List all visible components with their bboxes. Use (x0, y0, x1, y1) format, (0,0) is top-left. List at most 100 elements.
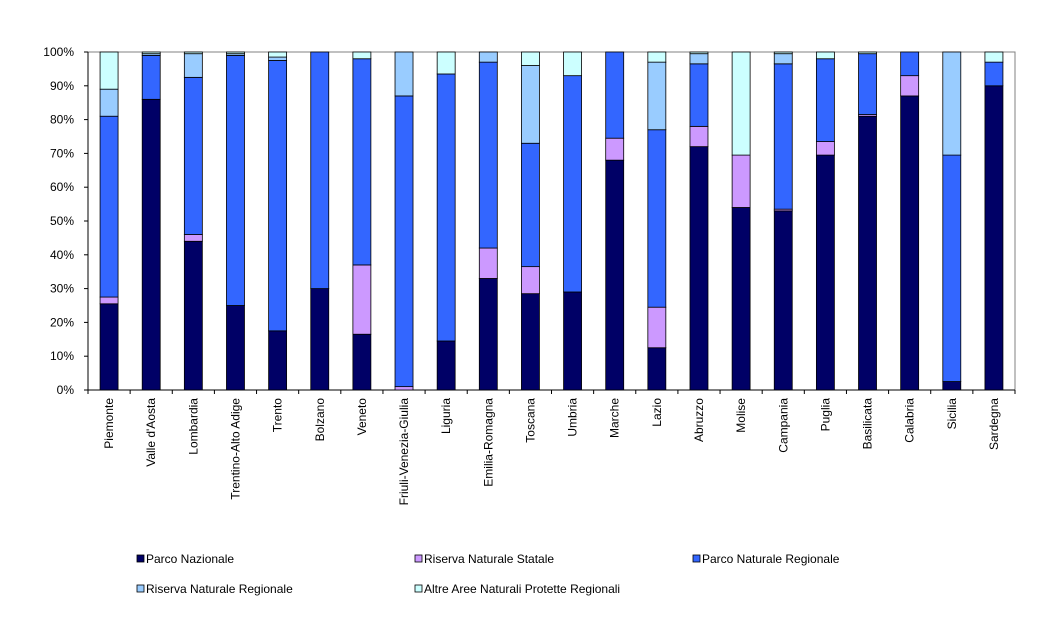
bar-segment-3 (563, 75, 582, 293)
bar-segment-3 (183, 76, 203, 235)
bar-segment-3 (226, 54, 245, 306)
y-tick-label: 90% (50, 79, 74, 93)
legend-swatch (414, 584, 423, 593)
x-tick-label: Friuli-Venezia-Giulia (397, 398, 411, 506)
y-tick-label: 50% (50, 214, 74, 228)
bar-segment-1 (942, 381, 962, 391)
bar-segment-3 (815, 58, 835, 142)
y-tick-label: 100% (43, 45, 74, 59)
bar-segment-4 (394, 51, 414, 97)
y-tick-label: 80% (50, 113, 74, 127)
x-tick-label: Sardegna (987, 398, 1001, 450)
x-tick-label: Abruzzo (692, 398, 706, 442)
y-tick-label: 10% (50, 349, 74, 363)
x-tick-label: Veneto (355, 398, 369, 436)
bar-segment-1 (563, 291, 582, 391)
bar-segment-3 (521, 142, 540, 268)
bar-segment-5 (647, 51, 667, 63)
x-tick-label: Basilicata (861, 398, 875, 450)
bar-segment-2 (394, 386, 414, 391)
bar-segment-5 (226, 51, 245, 55)
y-tick-label: 30% (50, 282, 74, 296)
x-tick-label: Toscana (523, 398, 537, 443)
bar-segment-3 (436, 73, 456, 342)
bar-segment-3 (310, 51, 330, 290)
bar-segment-1 (858, 115, 877, 391)
bar-segment-2 (99, 296, 119, 305)
legend-swatch (414, 554, 423, 563)
bar-segment-3 (141, 54, 161, 100)
bar-segment-3 (647, 129, 667, 308)
bar-segment-1 (773, 210, 793, 391)
x-tick-label: Valle d'Aosta (144, 398, 158, 467)
x-tick-label: Marche (608, 398, 622, 438)
bar-segment-5 (984, 51, 1004, 63)
bar-segment-5 (352, 51, 372, 60)
bar-segment-3 (268, 60, 288, 332)
bar-segment-4 (689, 53, 709, 65)
bar-segment-1 (815, 154, 835, 391)
bar-segment-1 (436, 340, 456, 391)
bar-segment-5 (773, 51, 793, 55)
y-tick-label: 0% (57, 383, 75, 397)
bar-segment-3 (99, 115, 119, 298)
bar-segment-4 (942, 51, 962, 156)
x-tick-label: Sicilia (945, 398, 959, 430)
bar-segment-3 (605, 51, 625, 139)
bar-segment-1 (226, 305, 245, 391)
bar-segment-3 (689, 63, 709, 127)
bar-segment-3 (773, 63, 793, 210)
bar-segment-5 (521, 51, 540, 66)
bar-segment-3 (478, 61, 498, 249)
x-tick-label: Molise (734, 398, 748, 433)
bar-segment-3 (984, 61, 1004, 87)
bar-segment-5 (815, 51, 835, 60)
bar-segment-1 (478, 278, 498, 391)
bar-segment-2 (352, 264, 372, 335)
bar-segment-1 (521, 293, 540, 391)
legend-label: Riserva Naturale Statale (424, 552, 554, 566)
x-tick-label: Piemonte (102, 398, 116, 449)
bar-segment-1 (605, 159, 625, 391)
bar-segment-1 (731, 207, 751, 391)
x-tick-label: Bolzano (313, 398, 327, 442)
legend-swatch (692, 554, 701, 563)
bar-segment-1 (900, 95, 920, 391)
x-tick-label: Emilia-Romagna (481, 398, 495, 487)
bar-segment-2 (478, 247, 498, 279)
bar-segment-5 (436, 51, 456, 75)
bar-segment-4 (478, 51, 498, 63)
y-tick-label: 20% (50, 315, 74, 329)
x-tick-label: Liguria (439, 398, 453, 434)
legend-swatch (136, 554, 145, 563)
bar-segment-5 (183, 51, 203, 55)
x-tick-label: Campania (776, 398, 790, 453)
bar-segment-3 (942, 154, 962, 382)
bar-segment-2 (521, 266, 540, 295)
y-tick-label: 40% (50, 248, 74, 262)
bar-segment-5 (689, 51, 709, 55)
x-tick-label: Trentino-Alto Adige (228, 398, 242, 500)
legend-label: Altre Aree Naturali Protette Regionali (424, 582, 620, 596)
bar-segment-4 (268, 56, 288, 61)
bar-segment-5 (563, 51, 582, 77)
bar-segment-1 (310, 288, 330, 391)
x-tick-label: Lombardia (186, 398, 200, 455)
bar-segment-2 (900, 75, 920, 97)
bar-segment-1 (183, 240, 203, 391)
bar-segment-2 (647, 306, 667, 349)
bar-segment-4 (183, 53, 203, 78)
bar-segment-1 (647, 347, 667, 391)
x-tick-label: Puglia (818, 398, 832, 432)
bar-segment-4 (99, 88, 119, 117)
bar-segment-5 (858, 51, 877, 55)
bar-segment-5 (99, 51, 119, 90)
bar-segment-4 (521, 65, 540, 144)
bar-segment-3 (900, 51, 920, 77)
legend-swatch (136, 584, 145, 593)
x-tick-label: Lazio (650, 398, 664, 427)
bar-segment-1 (268, 330, 288, 391)
legend-label: Parco Naturale Regionale (702, 552, 840, 566)
bar-segment-2 (183, 234, 203, 242)
